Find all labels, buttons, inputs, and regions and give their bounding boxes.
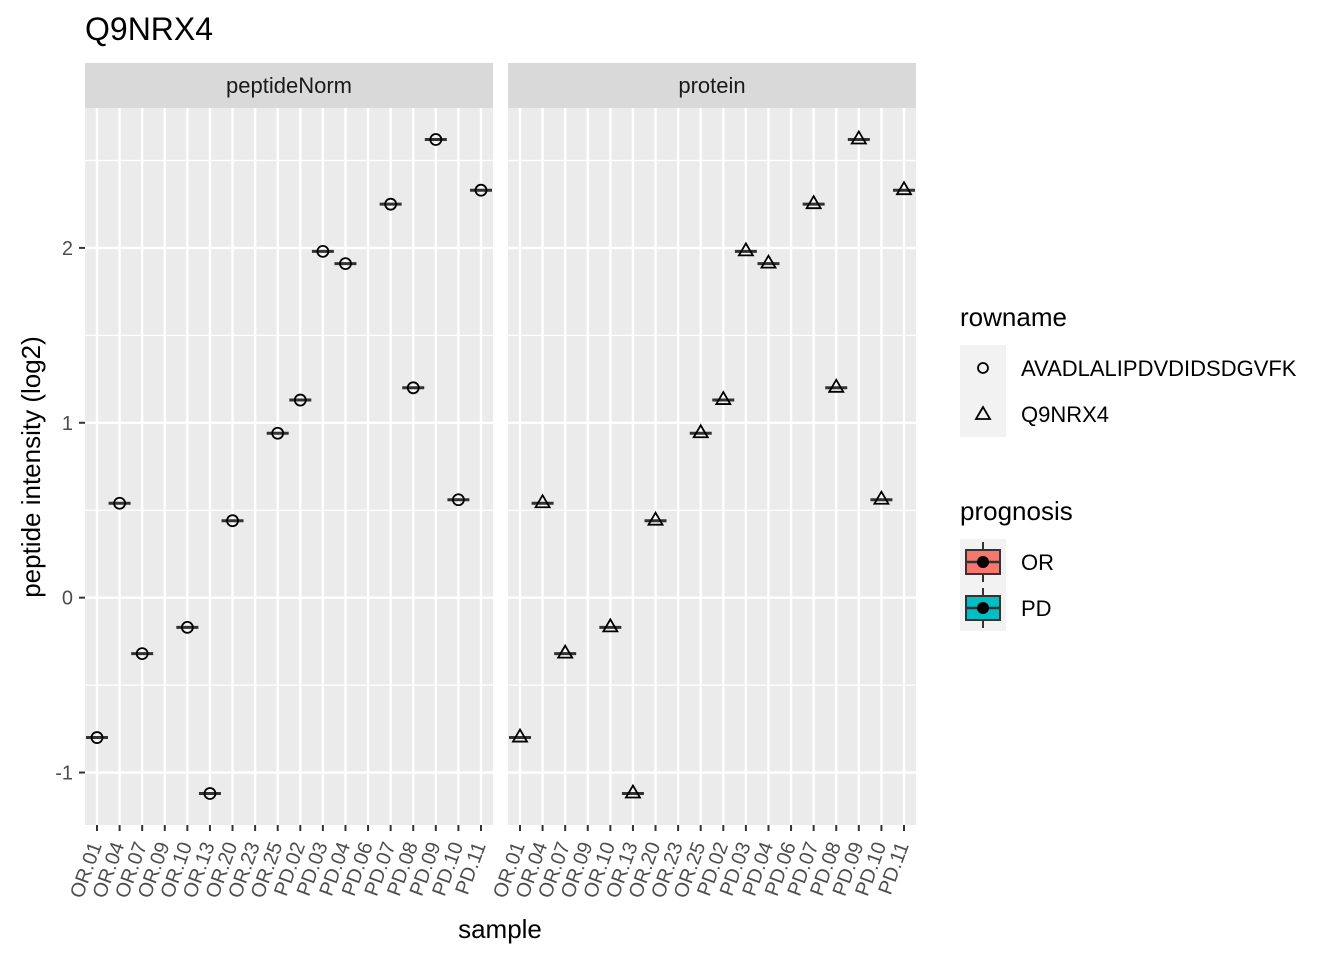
data-point-circle [203,787,217,800]
panel-protein: proteinOR.01OR.04OR.07OR.09OR.10OR.13OR.… [489,63,916,901]
panel-background [508,108,916,825]
data-point-triangle [737,241,755,257]
series-Q9NRX4 [509,129,915,799]
legend-rowname: rowname AVADLALIPDVDIDSDGVFK Q9NRX4 [960,302,1297,437]
legend-circle-icon [977,362,989,374]
data-point-triangle [534,493,552,509]
data-point-circle [90,731,104,744]
facet-panels: peptideNorm-1012OR.01OR.04OR.07OR.09OR.1… [55,63,916,901]
data-point-triangle [827,378,845,393]
data-point-circle [429,133,443,146]
x-axis-title: sample [458,914,542,944]
data-point-triangle [872,489,890,505]
legend-label: AVADLALIPDVDIDSDGVFK [1021,356,1297,381]
legend-dot [977,556,989,568]
strip-label: peptideNorm [226,73,352,98]
panel-background [85,108,493,825]
legend-label: Q9NRX4 [1021,402,1109,427]
legend-dot [977,602,989,614]
data-point-triangle [601,617,619,633]
data-point-circle [226,514,239,528]
data-point-circle [271,426,285,440]
legend-key [960,345,1006,391]
data-point-triangle [692,423,710,439]
data-point-triangle [850,129,868,145]
data-point-triangle [556,643,574,659]
data-point-circle [452,493,465,507]
data-point-circle [339,257,352,271]
series-AVADLALIPDVDIDSDGVFK [86,133,492,800]
chart-title: Q9NRX4 [85,11,213,47]
data-point-circle [384,197,398,211]
data-point-circle [406,381,420,395]
y-tick-label: 1 [62,413,73,435]
strip-background [85,63,493,108]
data-point-triangle [624,783,642,799]
strip-background [508,63,916,108]
legend-label: OR [1021,550,1054,575]
data-point-triangle [895,180,913,196]
legend-prognosis: prognosis OR PD [960,496,1073,631]
data-point-triangle [759,253,778,269]
y-tick-label: 2 [62,238,73,260]
data-point-circle [180,620,194,634]
legend-label: PD [1021,596,1052,621]
panel-peptideNorm: peptideNorm-1012OR.01OR.04OR.07OR.09OR.1… [55,63,493,901]
data-point-triangle [805,194,823,210]
y-tick-label: 0 [62,588,73,610]
y-tick-label: -1 [55,763,73,785]
data-point-circle [113,496,126,510]
legend-title: rowname [960,302,1067,332]
data-point-triangle [714,390,732,405]
strip-label: protein [678,73,745,98]
legends: rowname AVADLALIPDVDIDSDGVFK Q9NRX4 prognos… [960,302,1297,631]
legend-key [960,391,1006,437]
legend-triangle-icon [974,405,992,420]
y-axis-title: peptide intensity (log2) [16,336,46,598]
data-point-triangle [511,727,529,743]
data-point-triangle [646,510,665,526]
data-point-circle [316,244,330,258]
data-point-circle [293,393,307,407]
data-point-circle [135,647,149,661]
data-point-circle [474,183,488,197]
legend-title: prognosis [960,496,1073,526]
